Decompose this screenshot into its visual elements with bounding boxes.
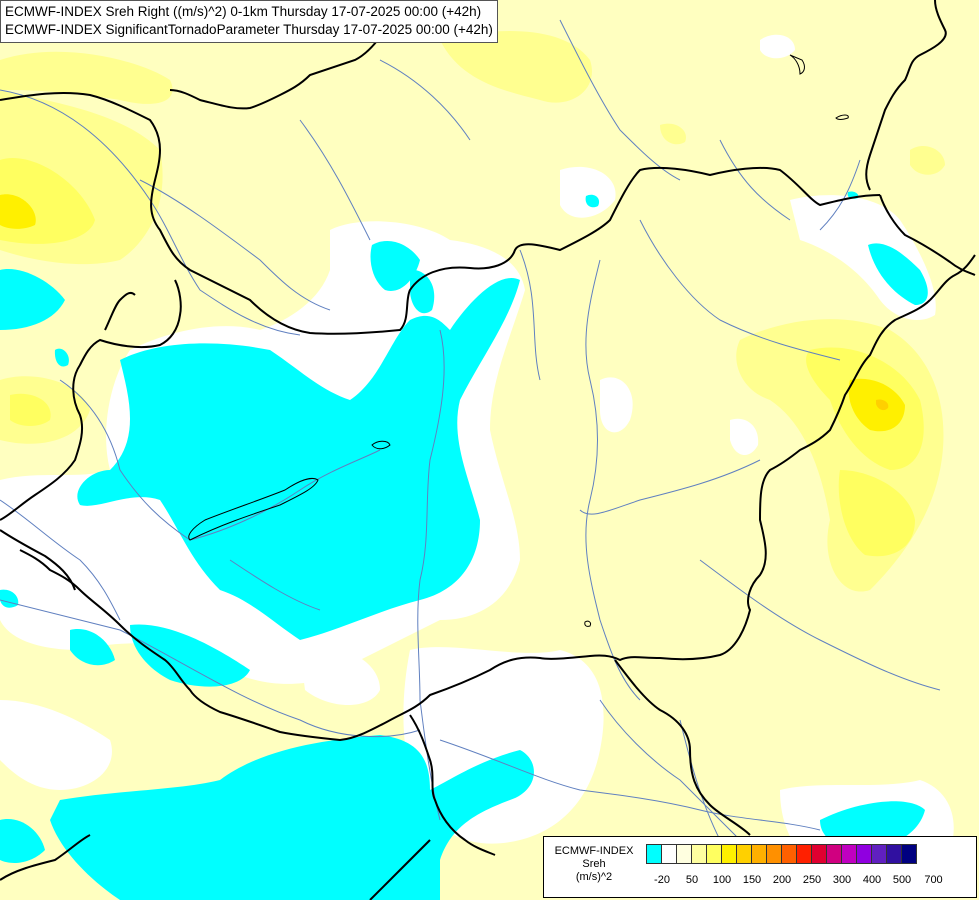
legend-swatch xyxy=(811,844,827,864)
border-west xyxy=(0,279,182,521)
legend-tick-label: 700 xyxy=(924,874,943,886)
legend-swatch xyxy=(841,844,857,864)
legend-swatch xyxy=(751,844,767,864)
border-danube-south xyxy=(409,714,496,856)
border-serbia xyxy=(369,839,431,900)
lake-balaton xyxy=(188,477,319,541)
legend-tick-label: 300 xyxy=(832,874,852,886)
legend-caption-line1: ECMWF-INDEX xyxy=(554,845,634,857)
border-east xyxy=(19,299,931,742)
legend-swatches xyxy=(646,844,917,864)
legend-caption-line3: (m/s)^2 xyxy=(575,871,613,883)
color-legend: ECMWF-INDEX Sreh (m/s)^2 -20 50 100 150 200 2… xyxy=(543,836,977,898)
legend-swatch xyxy=(661,844,677,864)
map-title-box: ECMWF-INDEX Sreh Right ((m/s)^2) 0-1km T… xyxy=(0,0,498,43)
river-lines xyxy=(0,19,941,841)
legend-caption-line2: Sreh xyxy=(582,858,606,870)
legend-swatch xyxy=(766,844,782,864)
border-west-2 xyxy=(104,291,136,331)
legend-swatch xyxy=(781,844,797,864)
yellow-shading xyxy=(0,31,945,592)
legend-tick-labels: -20 50 100 150 200 250 300 400 500 700 xyxy=(646,874,976,890)
map-title-line1: ECMWF-INDEX Sreh Right ((m/s)^2) 0-1km T… xyxy=(5,4,482,19)
legend-swatch xyxy=(796,844,812,864)
legend-swatch xyxy=(901,844,917,864)
legend-tick-label: -20 xyxy=(654,874,670,886)
legend-swatch xyxy=(676,844,692,864)
legend-swatch xyxy=(706,844,722,864)
legend-tick-label: 100 xyxy=(712,874,732,886)
border-sw xyxy=(0,834,91,881)
legend-swatch xyxy=(646,844,662,864)
legend-swatch xyxy=(721,844,737,864)
border-croatia xyxy=(0,529,76,591)
map-title-line2: ECMWF-INDEX SignificantTornadoParameter … xyxy=(5,22,493,37)
legend-tick-label: 400 xyxy=(862,874,882,886)
legend-tick-label: 250 xyxy=(802,874,822,886)
legend-swatch xyxy=(856,844,872,864)
border-northeast-top xyxy=(865,0,947,191)
lake-outlines xyxy=(188,54,849,627)
legend-swatch xyxy=(886,844,902,864)
border-north xyxy=(0,91,881,335)
legend-tick-label: 150 xyxy=(742,874,762,886)
legend-tick-label: 50 xyxy=(685,874,699,886)
legend-tick-label: 200 xyxy=(772,874,792,886)
cyan-shading xyxy=(0,191,928,900)
legend-swatch xyxy=(826,844,842,864)
legend-swatch xyxy=(871,844,887,864)
legend-caption: ECMWF-INDEX Sreh (m/s)^2 xyxy=(548,845,640,884)
border-ukraine-1 xyxy=(929,254,976,301)
border-south xyxy=(614,659,751,836)
legend-tick-label: 500 xyxy=(892,874,912,886)
legend-swatch xyxy=(736,844,752,864)
legend-swatch xyxy=(691,844,707,864)
